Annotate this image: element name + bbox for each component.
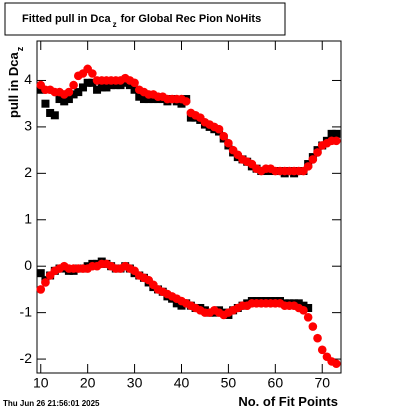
point [299, 306, 308, 315]
point [74, 88, 83, 97]
point [177, 99, 186, 108]
frame [36, 40, 342, 374]
point [332, 136, 341, 146]
x-axis-label: No. of Fit Points [238, 394, 338, 409]
point [304, 303, 313, 312]
point [313, 148, 322, 157]
y-tick-label: 2 [24, 164, 32, 180]
chart-title: Fitted pull in Dca z for Global Rec Pion N… [22, 13, 261, 29]
point [36, 269, 45, 278]
point [88, 78, 97, 87]
point [144, 95, 153, 104]
x-tick-label: 60 [268, 375, 284, 391]
point [93, 85, 102, 94]
point [41, 278, 50, 287]
x-tick-label: 40 [174, 375, 190, 391]
x-tick-label: 30 [127, 375, 143, 391]
point [121, 78, 130, 87]
point [64, 95, 73, 104]
point [116, 81, 125, 90]
y-label-main: pull in Dca [6, 52, 21, 119]
point [149, 95, 158, 104]
point [327, 129, 336, 138]
point [308, 322, 318, 331]
y-label-sub: z [15, 46, 25, 51]
point [83, 78, 92, 87]
y-tick-label: 4 [24, 71, 32, 87]
x-tick-label: 10 [33, 375, 49, 391]
y-axis-label: pull in Dcaz [6, 46, 25, 118]
point [181, 97, 191, 106]
point [36, 285, 46, 294]
point [135, 92, 144, 101]
y-tick-label: 1 [24, 210, 32, 226]
point [111, 81, 120, 90]
point [332, 129, 341, 138]
point [186, 113, 195, 122]
point [177, 301, 186, 310]
point [317, 345, 327, 355]
y-tick-label: 0 [24, 257, 32, 273]
title-main: Fitted pull in Dca [22, 13, 111, 25]
point [69, 80, 78, 90]
point [46, 108, 55, 117]
footer: Thu Jun 26 21:56:01 2025 [3, 399, 100, 408]
point [102, 83, 111, 92]
point [224, 138, 233, 148]
y-tick-label: -2 [20, 350, 33, 366]
title-sub: z [113, 20, 117, 29]
point [36, 85, 45, 94]
point [303, 312, 313, 322]
point [69, 90, 78, 99]
point [308, 155, 318, 164]
point [130, 85, 139, 94]
x-tick-label: 50 [221, 375, 237, 391]
point [294, 299, 303, 308]
point [64, 87, 74, 97]
point [97, 83, 106, 92]
y-tick-label: -1 [20, 303, 33, 319]
point [332, 359, 341, 369]
point [60, 97, 69, 106]
point [303, 162, 313, 171]
x-tick-label: 20 [80, 375, 96, 391]
point [130, 78, 139, 88]
point [299, 301, 308, 310]
point [88, 69, 97, 78]
point [107, 81, 116, 90]
title-rest: for Global Rec Pion NoHits [121, 13, 262, 25]
point [219, 131, 229, 141]
x-tick-label: 70 [314, 375, 330, 391]
point [172, 299, 181, 308]
point [139, 95, 148, 104]
point [78, 83, 87, 92]
title-box [4, 2, 286, 36]
point [313, 333, 322, 343]
point [55, 95, 64, 104]
point [41, 99, 50, 108]
point [214, 124, 224, 134]
point [125, 81, 134, 90]
point [50, 111, 59, 120]
y-tick-label: 3 [24, 118, 32, 134]
